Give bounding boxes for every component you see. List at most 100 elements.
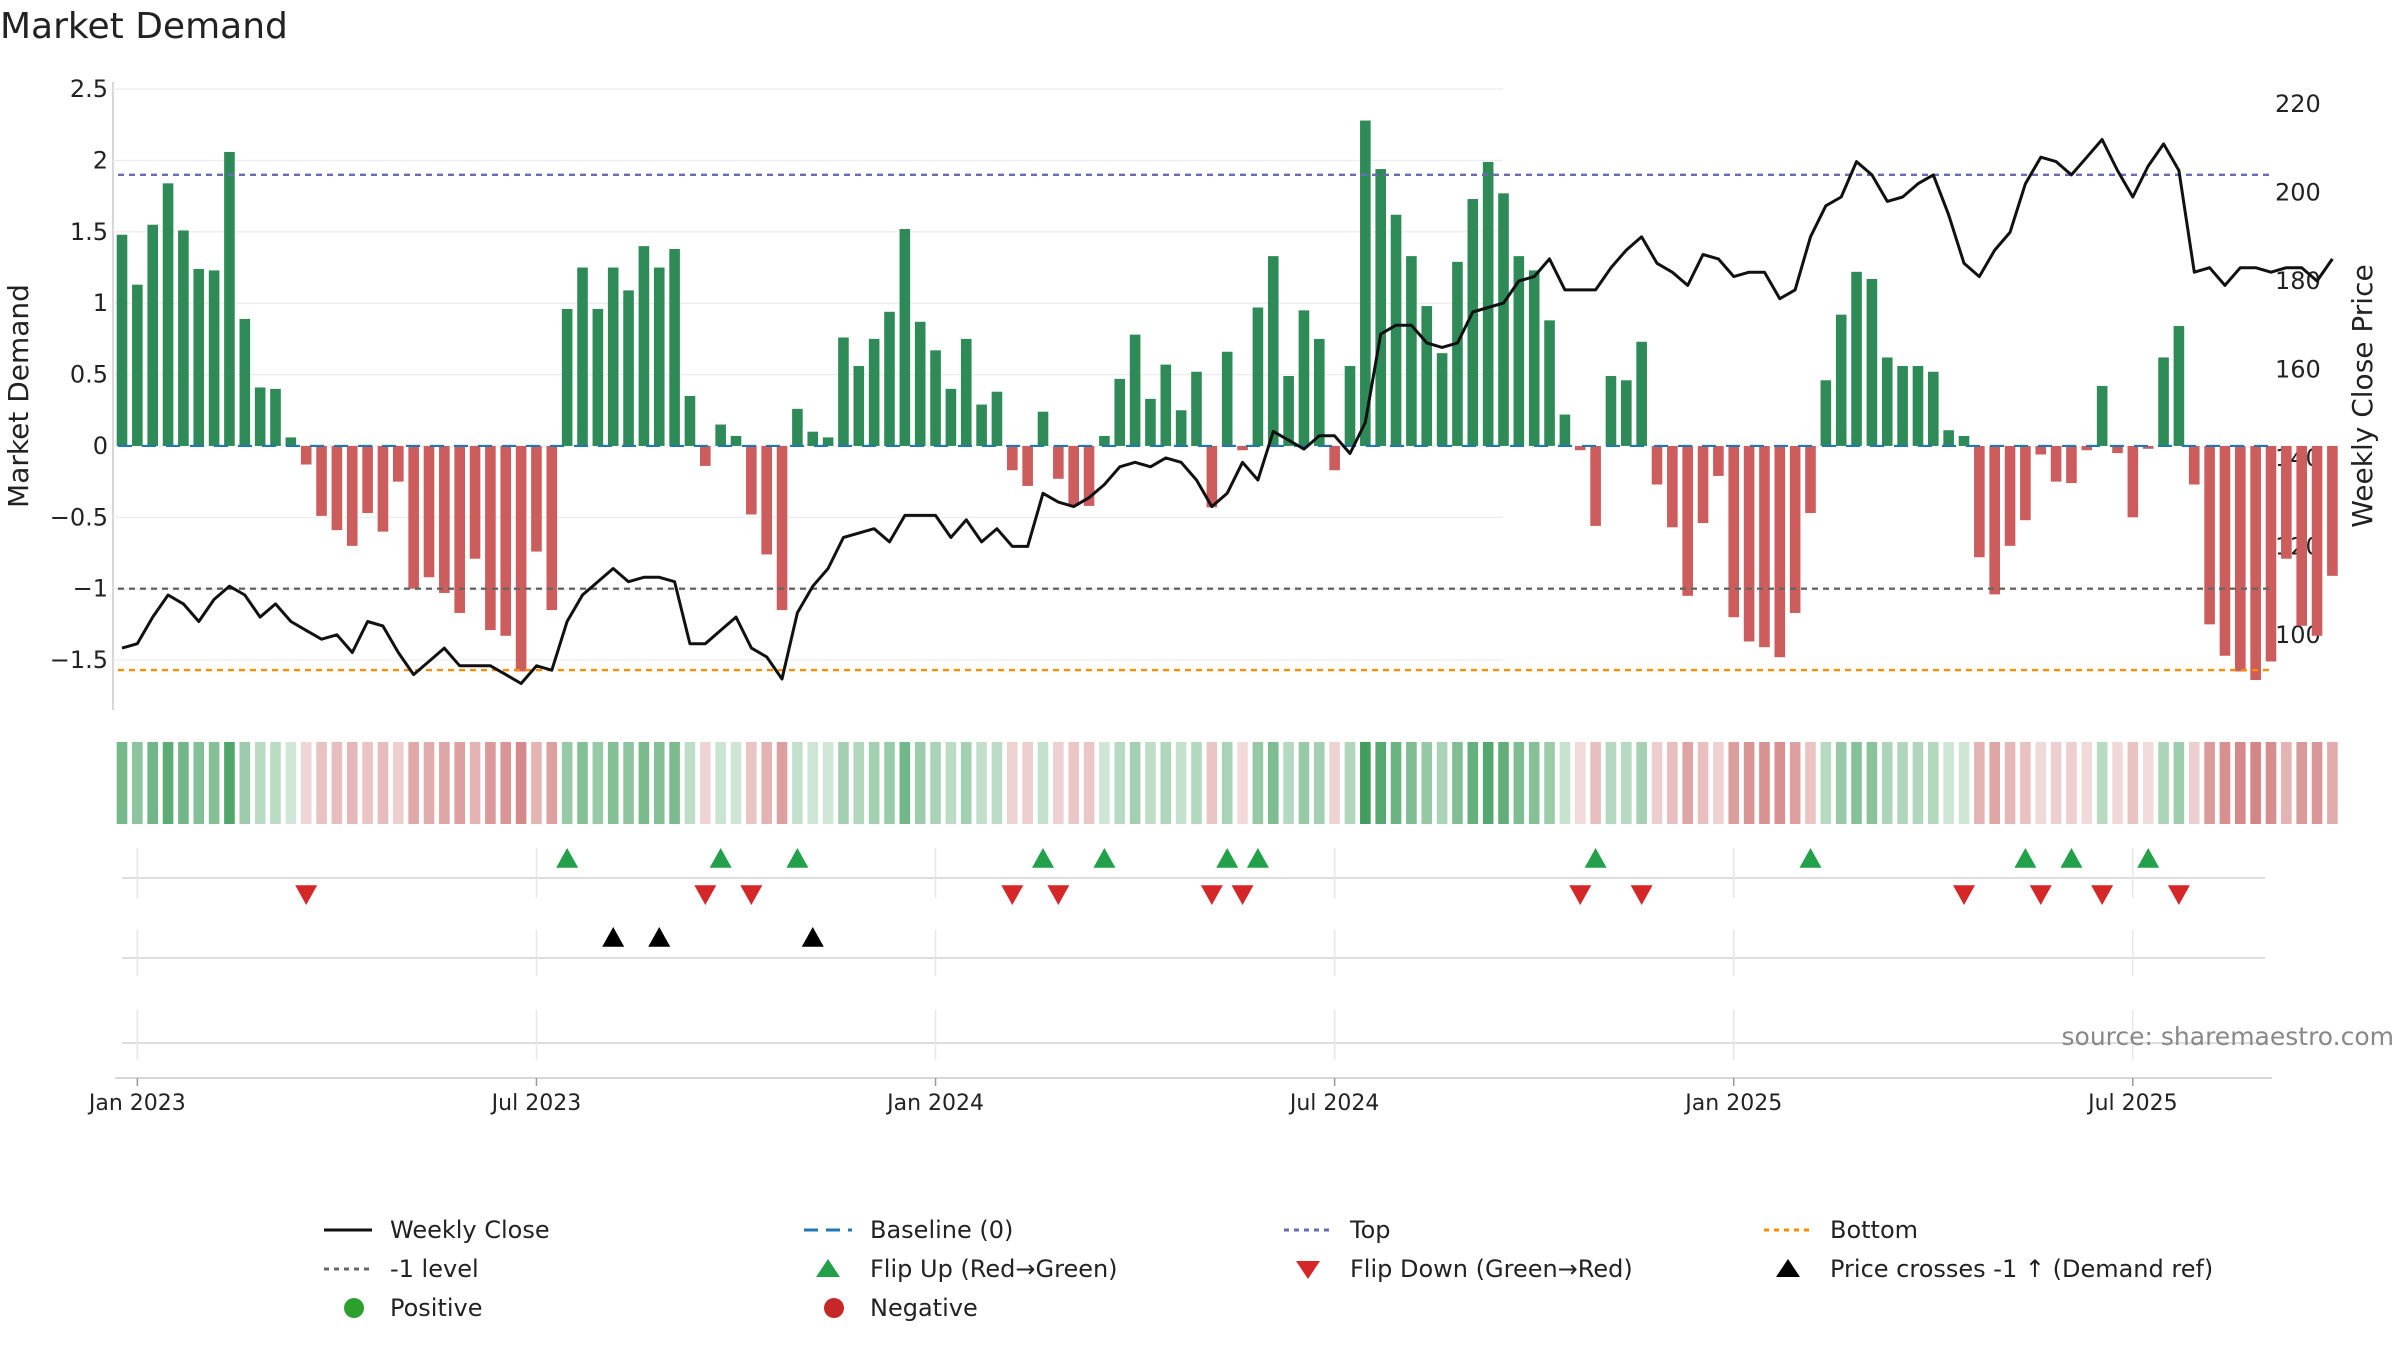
heat-cell: [2050, 742, 2062, 824]
demand-bar: [669, 248, 680, 446]
flip-up-marker: [2137, 848, 2160, 868]
demand-bar: [1498, 193, 1509, 446]
demand-bar: [1528, 270, 1540, 446]
heat-cell: [1237, 742, 1248, 824]
heat-cell: [776, 742, 788, 824]
heat-cell: [884, 742, 895, 824]
demand-bar: [2235, 445, 2246, 672]
demand-bar: [1958, 435, 1970, 446]
heat-cell: [1851, 742, 1862, 824]
flip-up-marker: [2014, 848, 2037, 868]
heat-cell: [1574, 742, 1586, 824]
demand-bar: [1928, 371, 1939, 446]
heat-cell: [1007, 742, 1018, 824]
demand-bar: [2327, 445, 2338, 576]
heat-cell: [945, 742, 957, 824]
demand-bar: [1099, 435, 1110, 446]
heat-cell: [1651, 742, 1663, 824]
demand-bar: [1482, 161, 1494, 446]
heat-cell: [1129, 742, 1141, 824]
demand-bar: [868, 338, 880, 446]
price-cross-marker: [602, 927, 625, 947]
heat-cell: [2281, 742, 2292, 824]
demand-bar: [439, 445, 450, 593]
demand-bar: [1436, 353, 1448, 446]
price-cross-marker: [648, 927, 671, 947]
left-tick-label: 1: [93, 289, 108, 317]
heat-cell: [715, 742, 726, 824]
heat-cell: [561, 742, 573, 824]
demand-bar: [270, 388, 281, 446]
demand-bar: [577, 267, 588, 446]
demand-bar: [2188, 445, 2200, 485]
demand-bar: [1897, 366, 1908, 446]
heat-cell: [730, 742, 742, 824]
demand-bar: [239, 318, 251, 446]
heat-cell: [362, 742, 373, 824]
heat-cell: [393, 742, 404, 824]
demand-bar: [1283, 376, 1294, 446]
heat-cell: [1344, 742, 1356, 824]
flip-down-marker: [295, 885, 318, 905]
demand-bar: [930, 350, 941, 446]
demand-bar: [807, 431, 819, 446]
heat-cell: [607, 742, 619, 824]
heat-cell: [1436, 742, 1448, 824]
demand-bar: [362, 445, 373, 514]
heat-cell: [653, 742, 665, 824]
heat-cell: [1881, 742, 1893, 824]
heat-cell: [577, 742, 588, 824]
heat-cell: [638, 742, 650, 824]
demand-bar: [653, 267, 665, 446]
heat-cell: [2081, 742, 2093, 824]
demand-bar: [914, 321, 926, 446]
demand-bar: [1621, 380, 1632, 446]
demand-bar: [1206, 445, 1218, 508]
heat-cell: [270, 742, 281, 824]
demand-bar: [316, 445, 327, 516]
heat-cell: [193, 742, 205, 824]
weekly-close-line: [121, 138, 2334, 685]
heat-cell: [1160, 742, 1172, 824]
demand-bar: [1559, 414, 1571, 446]
flip-up-marker: [786, 848, 809, 868]
heat-cell: [439, 742, 450, 824]
demand-bar: [515, 445, 527, 672]
heat-cell: [1221, 742, 1233, 824]
demand-bar: [1820, 380, 1832, 446]
heat-cell: [1897, 742, 1908, 824]
heat-cell: [2204, 742, 2215, 824]
demand-bar: [2265, 445, 2277, 662]
demand-bar: [1360, 120, 1371, 446]
demand-bar: [331, 445, 343, 531]
demand-bar: [2158, 357, 2169, 446]
heat-cell: [1989, 742, 2000, 824]
demand-bar: [822, 437, 834, 446]
heat-cell: [2173, 742, 2185, 824]
demand-bar: [776, 445, 788, 611]
demand-bar: [1513, 256, 1525, 446]
heat-cell: [1083, 742, 1095, 824]
heat-cell: [2265, 742, 2277, 824]
demand-bar: [1267, 256, 1279, 446]
heat-cell: [331, 742, 343, 824]
demand-bar: [2096, 386, 2108, 446]
demand-bar: [638, 246, 650, 446]
flip-up-marker: [1093, 848, 1116, 868]
flip-up-marker: [709, 848, 732, 868]
demand-bar: [715, 424, 726, 446]
heat-cell: [1544, 742, 1555, 824]
demand-bar: [960, 338, 972, 446]
demand-bar: [408, 445, 419, 589]
chart-title: Market Demand: [0, 6, 288, 47]
heat-cell: [1421, 742, 1433, 824]
heat-cell: [1267, 742, 1279, 824]
heat-cell: [807, 742, 819, 824]
heat-cell: [899, 742, 911, 824]
demand-bar: [1989, 445, 2000, 595]
right-axis-title: Weekly Close Price: [2346, 264, 2379, 527]
heat-cell: [1513, 742, 1525, 824]
x-tick-label: Jan 2025: [1683, 1091, 1782, 1116]
demand-bar: [1421, 306, 1433, 446]
